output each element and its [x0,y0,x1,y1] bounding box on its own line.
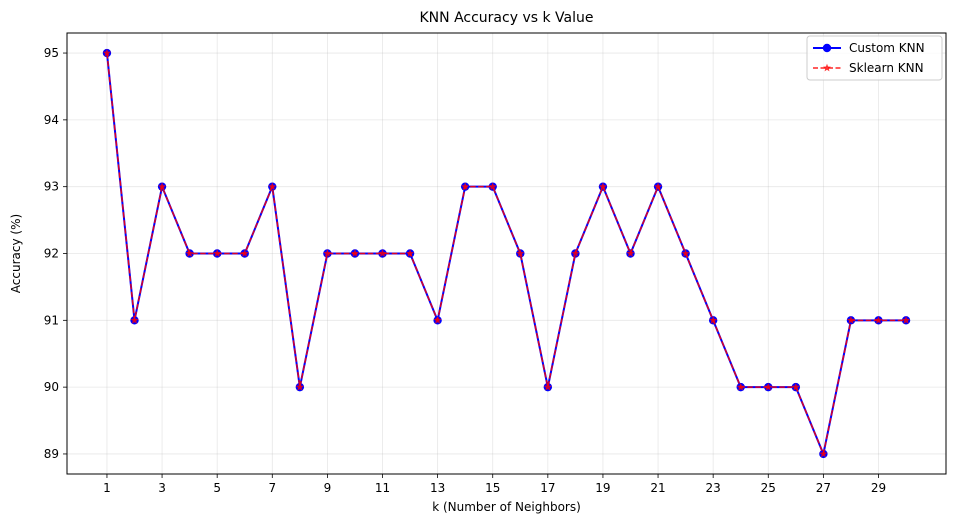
series-layer [102,48,911,459]
legend-label: Sklearn KNN [849,61,924,75]
data-point [433,316,442,324]
legend-label: Custom KNN [849,41,925,55]
data-point [764,382,773,391]
grid [67,33,946,474]
data-point [819,449,828,458]
data-point [323,249,332,257]
data-point [791,382,800,391]
legend-marker [822,43,832,53]
legend-marker [823,63,831,72]
data-point [488,182,497,191]
data-point [461,182,470,191]
data-point [158,182,167,191]
data-point [102,48,111,57]
data-point [516,249,525,257]
x-tick-label: 1 [103,481,111,495]
data-point [240,249,249,257]
data-point [571,249,580,257]
data-point [213,249,222,257]
data-point [902,316,911,324]
y-axis-title: Accuracy (%) [9,214,23,293]
legend-entry: Custom KNN [813,41,925,55]
data-point [295,382,304,391]
x-tick-label: 11 [375,481,390,495]
x-tick-label: 27 [816,481,831,495]
x-tick-label: 21 [650,481,665,495]
legend: Custom KNN Sklearn KNN [806,35,943,81]
y-tick-label: 93 [44,180,59,194]
y-tick-label: 95 [44,46,59,60]
data-point [350,249,359,257]
data-point [268,182,277,191]
series-sklearn-knn [102,48,911,458]
data-point [406,249,415,257]
series-line [106,52,907,455]
y-tick-label: 90 [44,380,59,394]
data-point [626,249,635,257]
chart-title: KNN Accuracy vs k Value [420,10,594,26]
x-axis-title: k (Number of Neighbors) [432,500,581,514]
y-tick-label: 92 [44,247,59,261]
y-tick-label: 94 [44,113,59,127]
x-tick-label: 9 [324,481,332,495]
data-point [846,316,855,324]
x-tick-label: 5 [213,481,221,495]
data-point [543,382,552,391]
x-tick-label: 19 [595,481,610,495]
data-point [874,316,883,324]
data-point [709,316,718,324]
y-tick-label: 89 [44,447,59,461]
data-point [681,249,690,257]
data-point [185,249,194,257]
data-point [736,382,745,391]
data-point [130,316,139,324]
x-tick-label: 7 [268,481,276,495]
x-tick-label: 29 [871,481,886,495]
x-tick-label: 25 [761,481,776,495]
x-tick-label: 13 [430,481,445,495]
x-tick-label: 17 [540,481,555,495]
x-tick-label: 23 [706,481,721,495]
legend-entry: Sklearn KNN [813,61,924,75]
data-point [654,182,663,191]
x-tick-label: 15 [485,481,500,495]
x-tick-label: 3 [158,481,166,495]
data-point [598,182,607,191]
y-tick-label: 91 [44,313,59,327]
data-point [378,249,387,257]
